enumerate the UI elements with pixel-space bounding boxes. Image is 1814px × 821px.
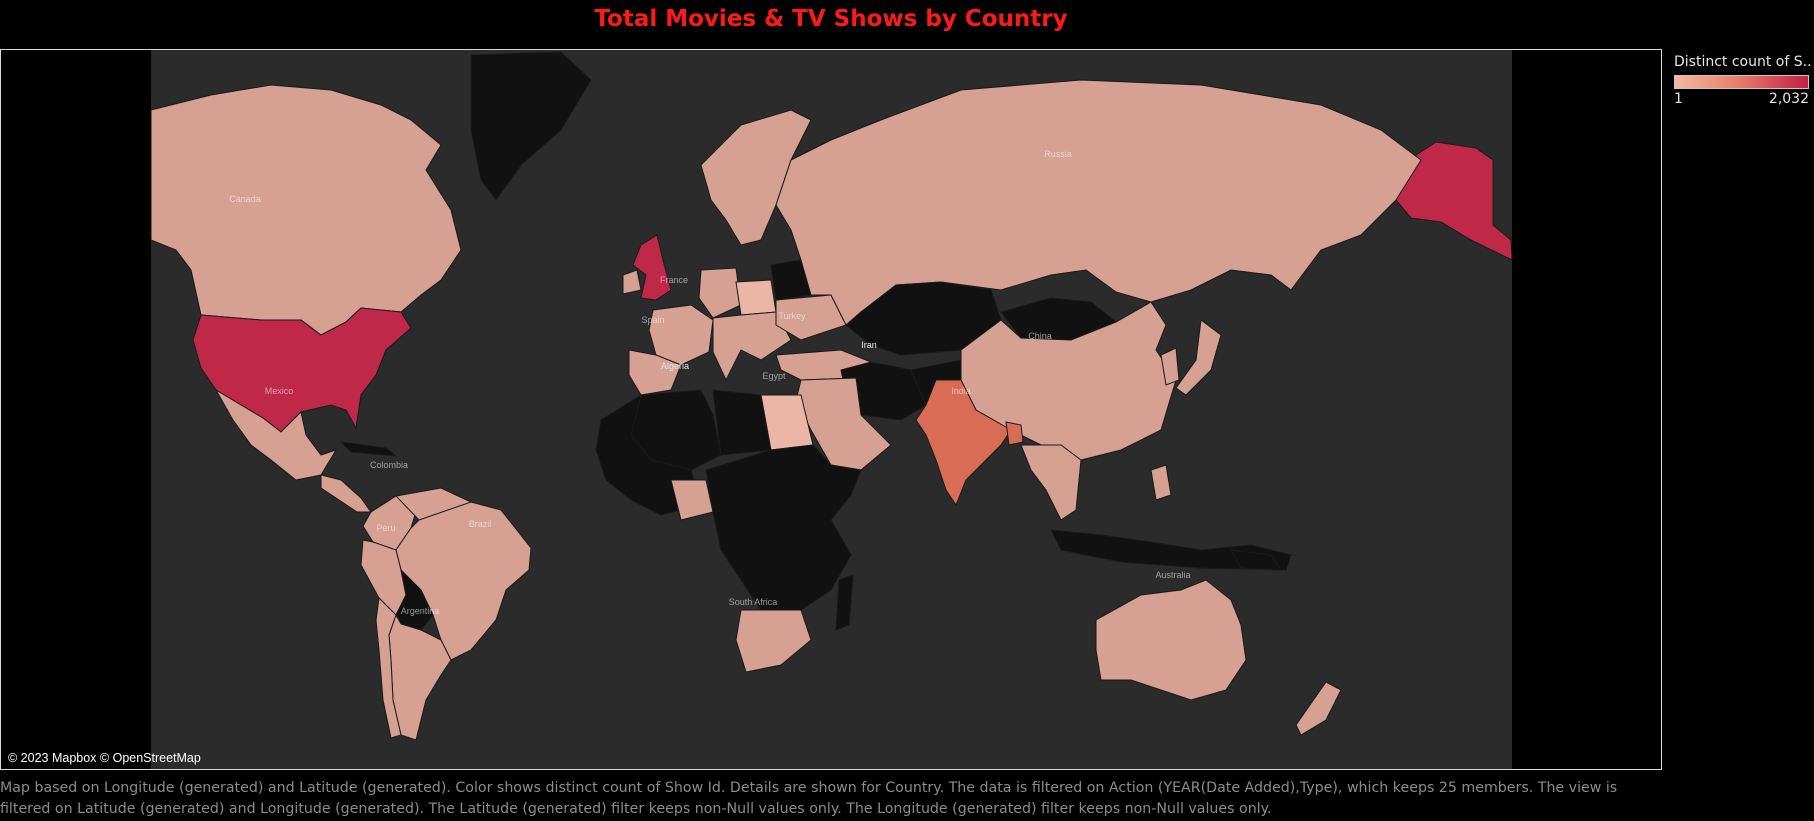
label-india: India <box>951 386 971 396</box>
country-bangladesh <box>1005 421 1024 446</box>
country-new-zealand <box>1295 681 1342 736</box>
country-philippines <box>1150 464 1172 501</box>
country-alaska[interactable] <box>1395 141 1513 261</box>
label-turkey: Turkey <box>778 311 806 321</box>
country-southeast-asia <box>1020 444 1082 521</box>
label-brazil: Brazil <box>468 519 492 529</box>
label-algeria: Algeria <box>660 361 690 371</box>
legend-min-label: 1 <box>1674 91 1683 107</box>
country-australia[interactable] <box>1095 579 1247 701</box>
country-greenland <box>470 51 592 201</box>
legend-color-ramp <box>1674 75 1809 89</box>
country-spain[interactable] <box>628 349 682 396</box>
map-attribution[interactable]: © 2023 Mapbox © OpenStreetMap <box>8 751 201 765</box>
label-colombia: Colombia <box>369 460 409 470</box>
map-view[interactable]: Canada Russia China India Iran Algeria E… <box>0 49 1662 770</box>
label-peru: Peru <box>376 523 396 533</box>
country-japan <box>1175 319 1222 396</box>
map-caption: Map based on Longitude (generated) and L… <box>0 780 1618 817</box>
world-map[interactable] <box>1 50 1662 770</box>
country-kazakhstan <box>845 281 1002 356</box>
label-mexico: Mexico <box>264 386 294 396</box>
label-argentina: Argentina <box>400 606 440 616</box>
label-egypt: Egypt <box>762 371 786 381</box>
country-germany <box>698 267 742 319</box>
country-chile <box>375 596 402 739</box>
label-australia: Australia <box>1155 570 1191 580</box>
country-poland <box>735 279 777 316</box>
legend-title: Distinct count of S.. <box>1674 54 1812 70</box>
country-canada[interactable] <box>150 84 462 336</box>
country-central-africa <box>705 444 862 611</box>
label-china: China <box>1028 331 1052 341</box>
country-russia[interactable] <box>775 79 1422 326</box>
country-south-africa[interactable] <box>735 609 812 673</box>
label-iran: Iran <box>861 340 877 350</box>
country-indonesia <box>1050 529 1292 571</box>
country-korea <box>1160 347 1180 386</box>
country-uk[interactable] <box>632 234 672 301</box>
country-france[interactable] <box>648 304 714 366</box>
country-cuba <box>339 441 398 457</box>
country-madagascar <box>835 574 854 631</box>
label-france: France <box>659 275 689 285</box>
color-legend[interactable]: Distinct count of S.. 1 2,032 <box>1674 54 1812 107</box>
label-spain: Spain <box>641 315 665 325</box>
label-south-africa: South Africa <box>728 597 778 607</box>
country-png <box>1230 549 1282 571</box>
legend-max-label: 2,032 <box>1768 91 1809 107</box>
country-ireland <box>622 269 642 295</box>
label-russia: Russia <box>1044 149 1072 159</box>
country-india[interactable] <box>915 379 1012 507</box>
country-mexico[interactable] <box>214 388 338 481</box>
label-canada: Canada <box>229 194 261 204</box>
chart-title: Total Movies & TV Shows by Country <box>594 6 1068 32</box>
central-america <box>320 474 372 513</box>
country-central-europe <box>712 311 792 382</box>
country-ukraine <box>775 294 847 341</box>
